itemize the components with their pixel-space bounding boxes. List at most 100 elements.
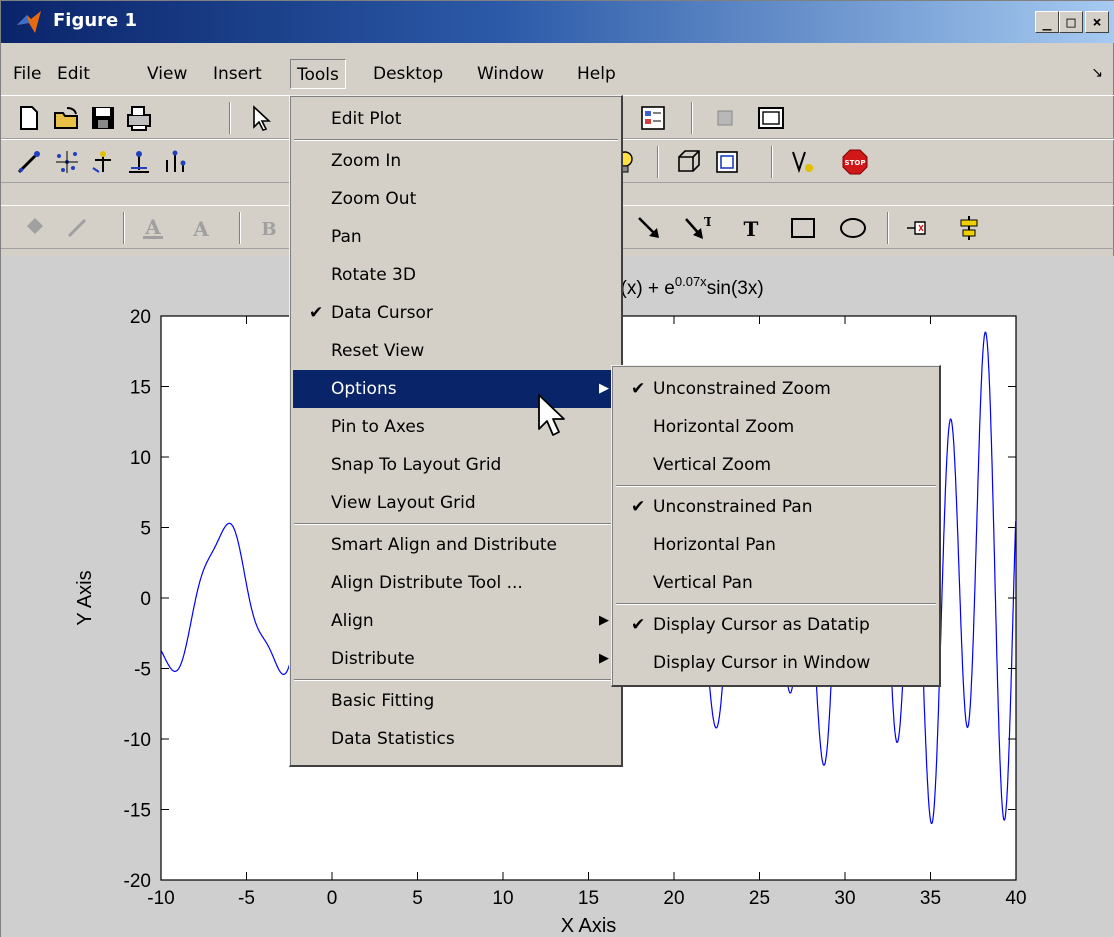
menu-separator [294,139,618,141]
submenu-arrow-icon: ▶ [599,613,609,628]
tools-item-view-layout-grid[interactable]: View Layout Grid [293,484,619,522]
x-tick-label: 15 [578,888,599,909]
tools-item-align-distribute-tool[interactable]: Align Distribute Tool ... [293,564,619,602]
show-plot-tools-icon[interactable] [757,104,785,132]
options-item-vertical-zoom[interactable]: Vertical Zoom [615,446,937,484]
tools-item-zoom-in[interactable]: Zoom In [293,142,619,180]
options-item-horizontal-zoom[interactable]: Horizontal Zoom [615,408,937,446]
svg-text:STOP: STOP [845,159,866,167]
plot-title-suffix: sin(3x) [707,278,764,299]
x-tick-label: -5 [238,888,255,909]
menu-item-label: Basic Fitting [331,691,435,711]
menu-file[interactable]: File [13,64,42,84]
menu-help[interactable]: Help [577,64,616,84]
toolbar-separator [239,212,241,244]
text-arrow-icon[interactable]: T [683,214,711,242]
tools-item-reset-view[interactable]: Reset View [293,332,619,370]
menu-item-label: Rotate 3D [331,265,416,285]
menu-item-label: Zoom In [331,151,402,171]
tools-item-data-statistics[interactable]: Data Statistics [293,720,619,758]
print-icon[interactable] [125,104,153,132]
close-button[interactable]: × [1085,11,1109,33]
toolbar-separator [887,212,889,244]
maximize-button[interactable]: □ [1059,11,1083,33]
tools-item-edit-plot[interactable]: Edit Plot [293,100,619,138]
checkmark-icon: ✔ [309,303,324,323]
options-item-unconstrained-pan[interactable]: ✔ Unconstrained Pan [615,488,937,526]
options-item-vertical-pan[interactable]: Vertical Pan [615,564,937,602]
menu-edit[interactable]: Edit [57,64,90,84]
save-icon[interactable] [89,104,117,132]
tools-item-data-cursor[interactable]: ✔ Data Cursor [293,294,619,332]
plot-select-icon[interactable] [15,148,43,176]
plot3-icon[interactable] [713,148,741,176]
options-item-horizontal-pan[interactable]: Horizontal Pan [615,526,937,564]
menu-view[interactable]: View [147,64,188,84]
bar-icon[interactable] [125,148,153,176]
title-bar[interactable]: Figure 1 _ □ × [1,1,1114,43]
menu-item-label: Unconstrained Zoom [653,379,831,399]
submenu-arrow-icon: ▶ [599,651,609,666]
hide-plot-tools-icon[interactable] [711,104,739,132]
y-tick-label: 20 [130,307,151,328]
submenu-arrow-icon: ▶ [599,381,609,396]
y-tick-label: 0 [140,589,151,610]
menu-separator [616,603,936,605]
pin-icon[interactable] [905,214,933,242]
tools-item-distribute[interactable]: Distribute ▶ [293,640,619,678]
tools-item-pin-to-axes[interactable]: Pin to Axes [293,408,619,446]
font-icon[interactable]: A [187,214,215,242]
plot-title-prefix: s(x) + e [611,278,675,299]
font-color-icon[interactable]: A [139,214,167,242]
menu-window[interactable]: Window [477,64,545,84]
toolbar-separator [229,102,231,134]
box-icon[interactable] [675,148,703,176]
new-icon[interactable] [15,104,43,132]
tools-item-basic-fitting[interactable]: Basic Fitting [293,682,619,720]
line-color-icon[interactable] [63,214,91,242]
legend-icon[interactable] [639,104,667,132]
menubar-dock-arrow-icon[interactable]: ↘ [1091,65,1103,81]
ellipse-icon[interactable] [839,214,867,242]
data-brush-icon[interactable] [789,148,817,176]
options-item-display-cursor-as-datatip[interactable]: ✔ Display Cursor as Datatip [615,606,937,644]
arrow-annotation-icon[interactable] [635,214,663,242]
menu-item-label: Edit Plot [331,109,402,129]
bold-icon[interactable]: B [255,214,283,242]
align-icon[interactable] [955,214,983,242]
tools-item-pan[interactable]: Pan [293,218,619,256]
tools-item-zoom-out[interactable]: Zoom Out [293,180,619,218]
y-tick-label: -20 [124,871,151,892]
tools-item-align[interactable]: Align ▶ [293,602,619,640]
tools-item-smart-align-and-distribute[interactable]: Smart Align and Distribute [293,526,619,564]
x-tick-label: 35 [920,888,941,909]
menu-tools[interactable]: Tools [290,59,346,89]
menu-item-label: Smart Align and Distribute [331,535,557,555]
menu-item-label: Vertical Zoom [653,455,772,475]
stop-icon[interactable]: STOP [841,148,869,176]
rectangle-icon[interactable] [789,214,817,242]
minimize-button[interactable]: _ [1035,11,1059,33]
open-icon[interactable] [53,104,81,132]
x-tick-label: 40 [1005,888,1026,909]
svg-text:T: T [704,215,711,229]
menu-insert[interactable]: Insert [213,64,262,84]
fill-color-icon[interactable] [21,214,49,242]
menu-desktop[interactable]: Desktop [373,64,444,84]
menu-item-label: Horizontal Zoom [653,417,795,437]
arrow-icon[interactable] [245,104,273,132]
stem-icon[interactable] [89,148,117,176]
tools-item-options[interactable]: Options ▶ [293,370,619,408]
options-item-display-cursor-in-window[interactable]: Display Cursor in Window [615,644,937,682]
text-annotation-icon[interactable]: T [737,214,765,242]
tools-item-rotate-3d[interactable]: Rotate 3D [293,256,619,294]
mouse-pointer-icon [538,394,565,436]
scatter-icon[interactable] [53,148,81,176]
options-item-unconstrained-zoom[interactable]: ✔ Unconstrained Zoom [615,370,937,408]
tools-item-snap-to-layout-grid[interactable]: Snap To Layout Grid [293,446,619,484]
plot-title: s(x) + e0.07xsin(3x) [611,274,764,299]
stairs-icon[interactable] [161,148,189,176]
y-tick-label: -15 [124,801,151,822]
svg-text:A: A [144,215,161,239]
